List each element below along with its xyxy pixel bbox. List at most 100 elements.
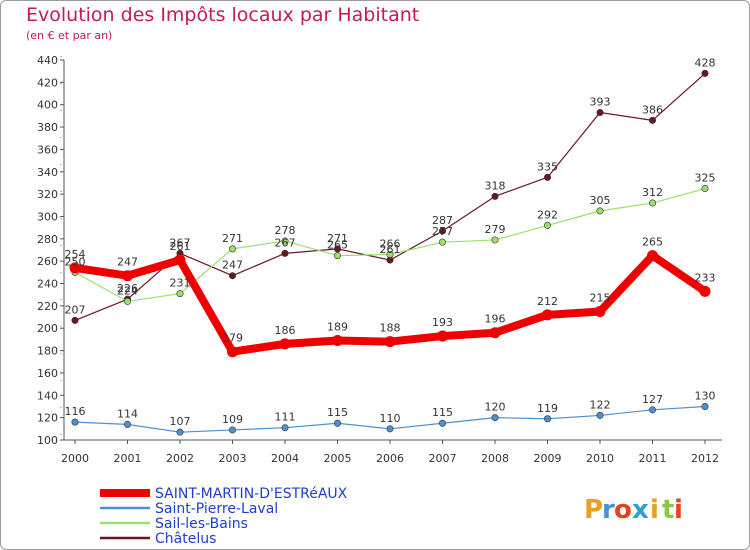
- series-point: [491, 414, 499, 422]
- series-point: [386, 425, 394, 433]
- x-tick-label: 2005: [324, 452, 352, 465]
- x-tick-label: 2004: [271, 452, 299, 465]
- logo-letter: i: [674, 495, 683, 525]
- series-point: [384, 336, 396, 348]
- y-tick-label: 380: [37, 121, 58, 134]
- series-point: [438, 227, 446, 235]
- series-point: [333, 245, 341, 253]
- series-layer: [69, 69, 711, 436]
- logo-letter: o: [614, 495, 632, 525]
- series-point: [176, 290, 184, 298]
- data-label: 254: [65, 248, 86, 261]
- x-tick-label: 2006: [376, 452, 404, 465]
- y-tick-label: 220: [37, 300, 58, 313]
- data-label: 247: [117, 256, 138, 269]
- x-tick-label: 2003: [219, 452, 247, 465]
- y-tick-label: 120: [37, 412, 58, 425]
- data-label: 120: [485, 401, 506, 414]
- series-point: [543, 415, 551, 423]
- data-label: 278: [275, 224, 296, 237]
- x-tick-label: 2009: [534, 452, 562, 465]
- y-tick-label: 140: [37, 389, 58, 402]
- y-tick-label: 400: [37, 99, 58, 112]
- series-point: [543, 173, 551, 181]
- data-label: 193: [432, 316, 453, 329]
- data-label: 119: [537, 402, 558, 415]
- series-point: [491, 236, 499, 244]
- x-tick-label: 2012: [691, 452, 719, 465]
- y-tick-label: 100: [37, 434, 58, 447]
- series-point: [333, 252, 341, 260]
- data-label: 127: [642, 393, 663, 406]
- series-point: [333, 419, 341, 427]
- data-label: 287: [432, 214, 453, 227]
- y-tick-label: 360: [37, 143, 58, 156]
- legend-label: Châtelus: [155, 531, 216, 547]
- series-point: [596, 411, 604, 419]
- series-point: [701, 69, 709, 77]
- logo-letter: r: [602, 495, 615, 525]
- data-label: 250: [65, 255, 86, 268]
- x-tick-label: 2000: [61, 452, 89, 465]
- series-point: [491, 192, 499, 200]
- data-label: 110: [380, 412, 401, 425]
- axes: 100 120 140 160 180 200 220 240 260 280 300 320 340 3…: [37, 54, 722, 465]
- data-label: 266: [380, 237, 401, 250]
- data-label: 207: [65, 303, 86, 316]
- series-point: [699, 285, 711, 297]
- data-label: 196: [485, 313, 506, 326]
- series-point: [596, 207, 604, 215]
- data-label: 305: [590, 194, 611, 207]
- y-tick-label: 340: [37, 166, 58, 179]
- data-label: 224: [117, 284, 138, 297]
- series-point: [124, 420, 132, 428]
- data-label: 393: [590, 96, 611, 109]
- chart-subtitle: (en € et par an): [26, 29, 113, 42]
- y-tick-label: 200: [37, 322, 58, 335]
- data-label: 267: [275, 236, 296, 249]
- y-tick-label: 240: [37, 278, 58, 291]
- series-point: [647, 250, 658, 262]
- data-label: 318: [485, 179, 506, 192]
- x-tick-label: 2007: [429, 452, 457, 465]
- series-point: [596, 109, 604, 117]
- legend-label: Saint-Pierre-Laval: [155, 501, 278, 517]
- series-point: [69, 262, 81, 274]
- y-tick-label: 260: [37, 255, 58, 268]
- series-point: [542, 309, 553, 321]
- data-label: 265: [642, 236, 663, 249]
- data-label: 261: [380, 243, 401, 256]
- y-tick-label: 320: [37, 188, 58, 201]
- data-label: 212: [537, 295, 558, 308]
- legend-label: SAINT-MARTIN-D'ESTRéAUX: [155, 486, 348, 502]
- series-point: [176, 428, 184, 436]
- data-label: 189: [327, 321, 348, 334]
- series-point: [229, 426, 237, 434]
- data-label: 231: [170, 277, 191, 290]
- data-label: 247: [222, 259, 243, 272]
- y-tick-label: 280: [37, 233, 58, 246]
- logo-letter: i: [650, 495, 659, 525]
- data-label: 215: [590, 291, 611, 304]
- data-label: 265: [327, 239, 348, 252]
- data-label: 277: [432, 225, 453, 238]
- series-point: [648, 199, 656, 207]
- data-label: 115: [432, 406, 453, 419]
- data-label: 271: [327, 232, 348, 245]
- data-label: 261: [170, 240, 191, 253]
- y-tick-label: 160: [37, 367, 58, 380]
- data-label: 312: [642, 186, 663, 199]
- series-point: [227, 346, 238, 358]
- series-point: [281, 249, 289, 257]
- data-label: 114: [117, 407, 138, 420]
- legend-label: Sail-les-Bains: [155, 516, 248, 532]
- data-label: 279: [485, 223, 506, 236]
- proxiti-logo: Pr o x i t i: [584, 495, 683, 525]
- data-label: 107: [170, 415, 191, 428]
- data-label: 271: [222, 232, 243, 245]
- series-point: [332, 335, 343, 347]
- y-tick-label: 420: [37, 76, 58, 89]
- x-tick-label: 2011: [639, 452, 667, 465]
- logo-letter: x: [632, 495, 649, 525]
- data-label: 122: [590, 398, 611, 411]
